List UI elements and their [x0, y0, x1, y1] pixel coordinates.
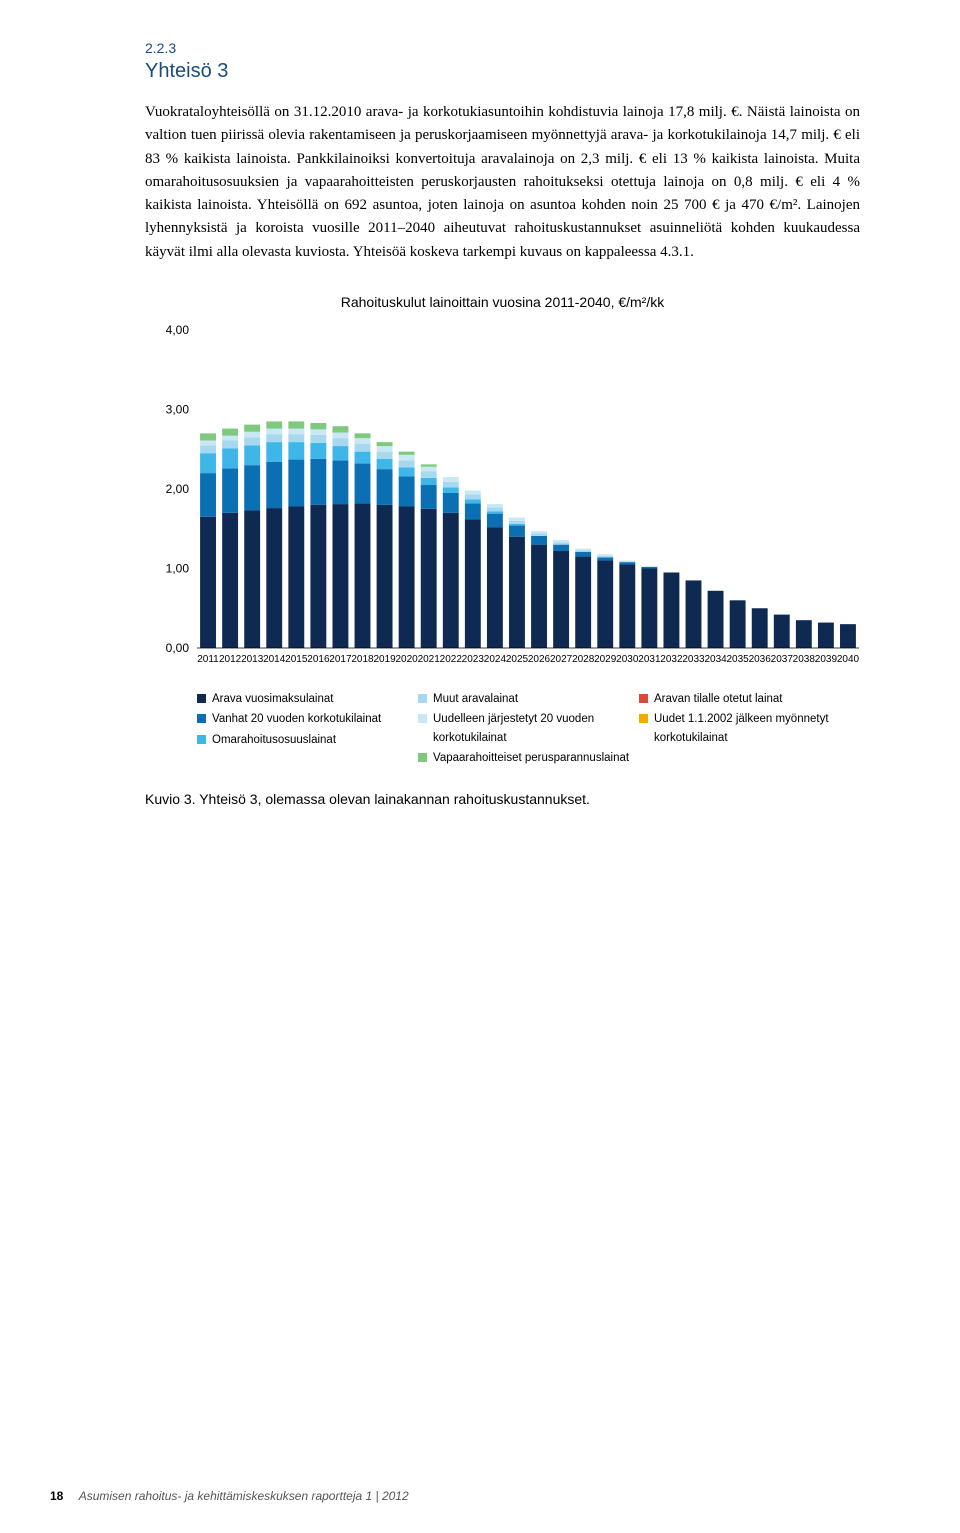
legend-label: Vapaarahoitteiset perusparannuslainat [433, 749, 629, 767]
svg-text:2025: 2025 [506, 654, 529, 665]
svg-text:2013: 2013 [241, 654, 264, 665]
svg-text:3,00: 3,00 [166, 402, 190, 416]
svg-text:0,00: 0,00 [166, 641, 190, 655]
figure-caption: Kuvio 3. Yhteisö 3, olemassa olevan lain… [145, 791, 860, 807]
svg-text:2036: 2036 [749, 654, 772, 665]
svg-text:2023: 2023 [462, 654, 485, 665]
legend-label: Aravan tilalle otetut lainat [654, 690, 783, 708]
svg-text:2040: 2040 [837, 654, 860, 665]
svg-text:2029: 2029 [594, 654, 617, 665]
page: 2.2.3 Yhteisö 3 Vuokrataloyhteisöllä on … [0, 0, 960, 1533]
svg-text:2035: 2035 [726, 654, 749, 665]
legend-item: Uudet 1.1.2002 jälkeen myönnetyt korkotu… [639, 710, 860, 747]
svg-text:2019: 2019 [373, 654, 396, 665]
svg-text:2038: 2038 [793, 654, 816, 665]
legend-item: Omarahoitusosuuslainat [197, 731, 418, 749]
svg-text:2026: 2026 [528, 654, 551, 665]
svg-text:2031: 2031 [638, 654, 661, 665]
svg-text:2034: 2034 [704, 654, 727, 665]
body-paragraph: Vuokrataloyhteisöllä on 31.12.2010 arava… [145, 101, 860, 264]
svg-text:2037: 2037 [771, 654, 794, 665]
legend-item: Vapaarahoitteiset perusparannuslainat [418, 749, 639, 767]
svg-text:2018: 2018 [351, 654, 374, 665]
legend-swatch-icon [197, 735, 206, 744]
legend-swatch-icon [197, 694, 206, 703]
legend-item: Arava vuosimaksulainat [197, 690, 418, 708]
page-number: 18 [50, 1489, 63, 1503]
svg-text:2015: 2015 [285, 654, 308, 665]
svg-text:2020: 2020 [395, 654, 418, 665]
legend-label: Vanhat 20 vuoden korkotukilainat [212, 710, 381, 728]
stacked-bar-chart: 0,00 1,00 2,00 3,00 4,00 20112012201320142015… [145, 320, 865, 680]
legend-column: Muut aravalainat Uudelleen järjestetyt 20… [418, 690, 639, 770]
svg-text:1,00: 1,00 [166, 561, 190, 575]
legend-item: Vanhat 20 vuoden korkotukilainat [197, 710, 418, 728]
footer-text: Asumisen rahoitus- ja kehittämiskeskukse… [79, 1489, 409, 1503]
legend-label: Uudelleen järjestetyt 20 vuoden korkotuk… [433, 710, 639, 747]
legend-label: Omarahoitusosuuslainat [212, 731, 336, 749]
svg-text:2033: 2033 [682, 654, 705, 665]
section-title: Yhteisö 3 [145, 60, 860, 83]
svg-text:2027: 2027 [550, 654, 573, 665]
legend-item: Uudelleen järjestetyt 20 vuoden korkotuk… [418, 710, 639, 747]
legend-swatch-icon [639, 694, 648, 703]
svg-text:2032: 2032 [660, 654, 683, 665]
legend-item: Muut aravalainat [418, 690, 639, 708]
chart-title: Rahoituskulut lainoittain vuosina 2011-2… [145, 294, 860, 310]
legend-swatch-icon [197, 714, 206, 723]
legend-swatch-icon [639, 714, 648, 723]
svg-text:2022: 2022 [440, 654, 463, 665]
legend-swatch-icon [418, 753, 427, 762]
svg-text:2012: 2012 [219, 654, 242, 665]
chart-legend: Arava vuosimaksulainat Vanhat 20 vuoden k… [197, 690, 860, 770]
legend-swatch-icon [418, 694, 427, 703]
svg-text:2028: 2028 [572, 654, 595, 665]
legend-label: Muut aravalainat [433, 690, 518, 708]
svg-text:2030: 2030 [616, 654, 639, 665]
page-footer: 18 Asumisen rahoitus- ja kehittämiskesku… [0, 1489, 960, 1503]
chart-container: 0,00 1,00 2,00 3,00 4,00 20112012201320142015… [145, 320, 860, 680]
svg-text:2024: 2024 [484, 654, 507, 665]
legend-label: Arava vuosimaksulainat [212, 690, 333, 708]
legend-swatch-icon [418, 714, 427, 723]
legend-column: Arava vuosimaksulainat Vanhat 20 vuoden k… [197, 690, 418, 770]
legend-item: Aravan tilalle otetut lainat [639, 690, 860, 708]
svg-text:2039: 2039 [815, 654, 838, 665]
svg-text:2017: 2017 [329, 654, 352, 665]
section-number: 2.2.3 [145, 40, 860, 56]
svg-text:2021: 2021 [418, 654, 441, 665]
svg-text:2011: 2011 [197, 654, 219, 665]
legend-column: Aravan tilalle otetut lainat Uudet 1.1.20… [639, 690, 860, 770]
svg-text:2,00: 2,00 [166, 482, 190, 496]
svg-text:2016: 2016 [307, 654, 330, 665]
svg-text:2014: 2014 [263, 654, 286, 665]
svg-text:4,00: 4,00 [166, 323, 190, 337]
legend-label: Uudet 1.1.2002 jälkeen myönnetyt korkotu… [654, 710, 860, 747]
